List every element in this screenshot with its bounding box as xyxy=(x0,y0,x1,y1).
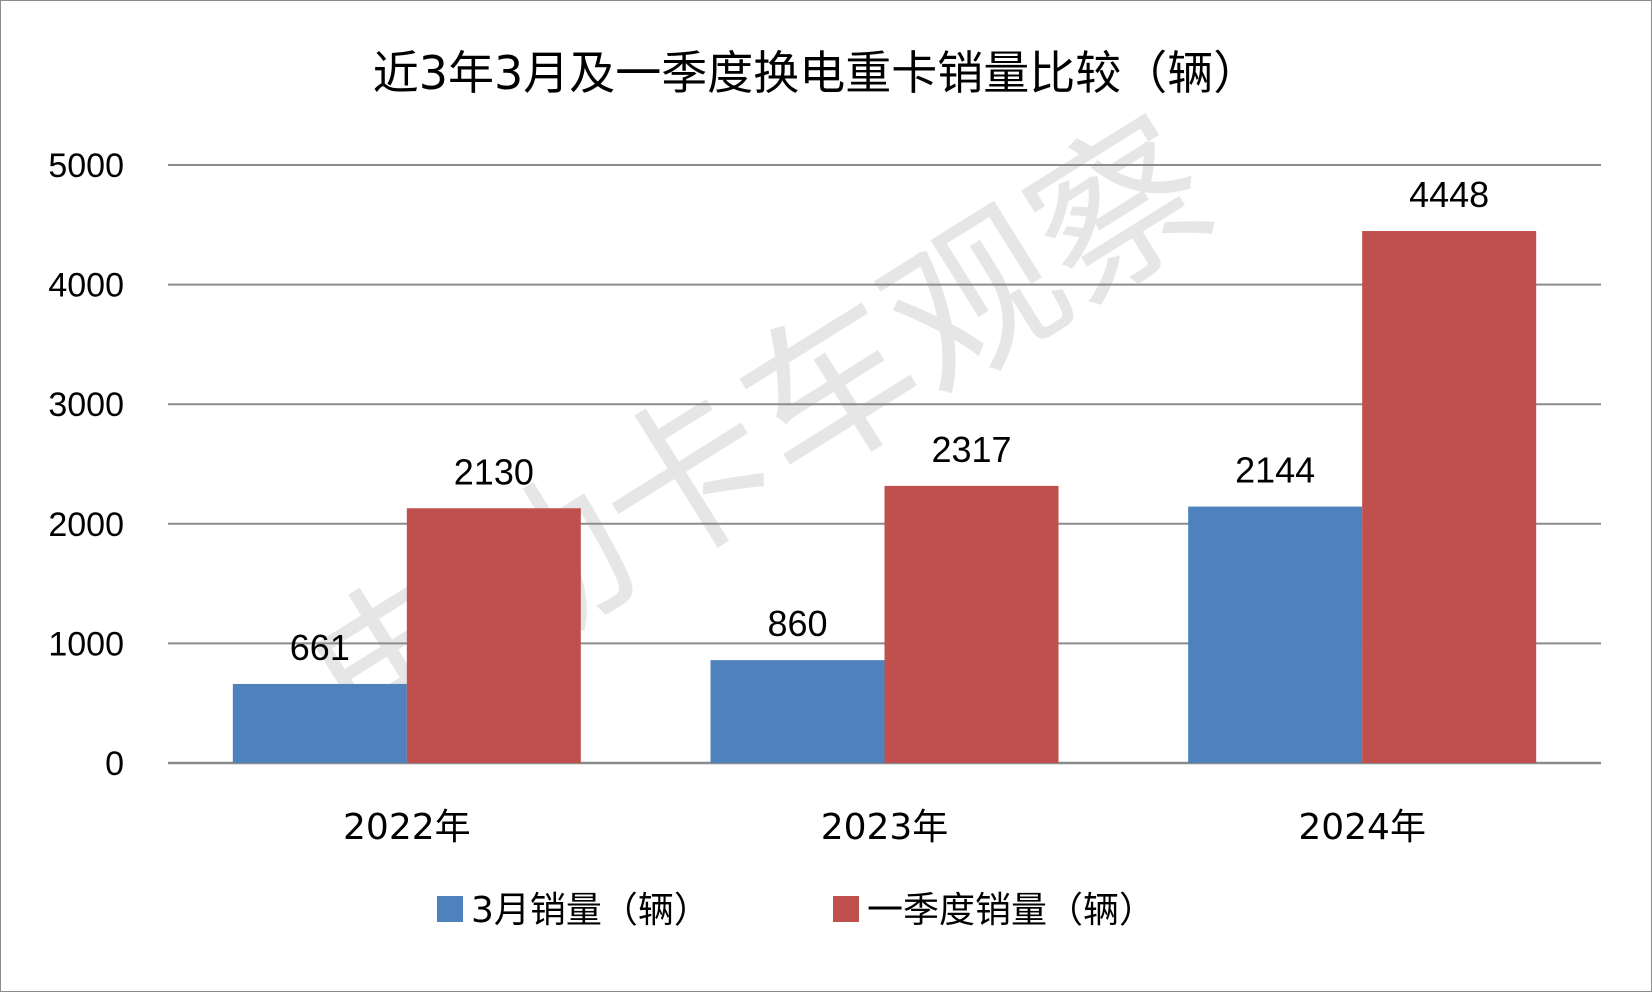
y-tick-label: 2000 xyxy=(48,506,124,544)
legend: 3月销量（辆） 一季度销量（辆） xyxy=(437,890,1155,931)
data-label: 4448 xyxy=(1409,174,1489,215)
y-tick-label: 5000 xyxy=(48,147,124,185)
data-label: 2130 xyxy=(454,451,534,492)
data-label: 2144 xyxy=(1235,450,1315,491)
data-label: 661 xyxy=(290,627,350,668)
bar-q1-sales xyxy=(884,485,1059,763)
bar-q1-sales xyxy=(406,508,581,763)
y-axis-ticks: 0 1000 2000 3000 4000 5000 xyxy=(48,147,124,783)
legend-swatch-march xyxy=(437,896,463,922)
x-category-label: 2024年 xyxy=(1298,807,1426,848)
bar-march-sales xyxy=(232,683,407,763)
bars xyxy=(232,231,1537,764)
data-label: 860 xyxy=(767,603,827,644)
y-tick-label: 0 xyxy=(105,745,124,783)
x-category-label: 2023年 xyxy=(821,807,949,848)
legend-swatch-q1 xyxy=(833,896,859,922)
y-tick-label: 3000 xyxy=(48,386,124,424)
y-tick-label: 1000 xyxy=(48,625,124,663)
y-tick-label: 4000 xyxy=(48,267,124,305)
data-label: 2317 xyxy=(931,429,1011,470)
bar-march-sales xyxy=(1188,506,1363,763)
legend-label-march: 3月销量（辆） xyxy=(471,890,710,931)
bar-march-sales xyxy=(710,660,885,763)
data-labels: 661 2130 860 2317 2144 4448 xyxy=(290,174,1489,668)
legend-label-q1: 一季度销量（辆） xyxy=(867,890,1155,931)
chart-title: 近3年3月及一季度换电重卡销量比较（辆） xyxy=(373,46,1260,100)
x-axis-categories: 2022年 2023年 2024年 xyxy=(343,807,1426,848)
x-category-label: 2022年 xyxy=(343,807,471,848)
bar-q1-sales xyxy=(1362,231,1537,764)
